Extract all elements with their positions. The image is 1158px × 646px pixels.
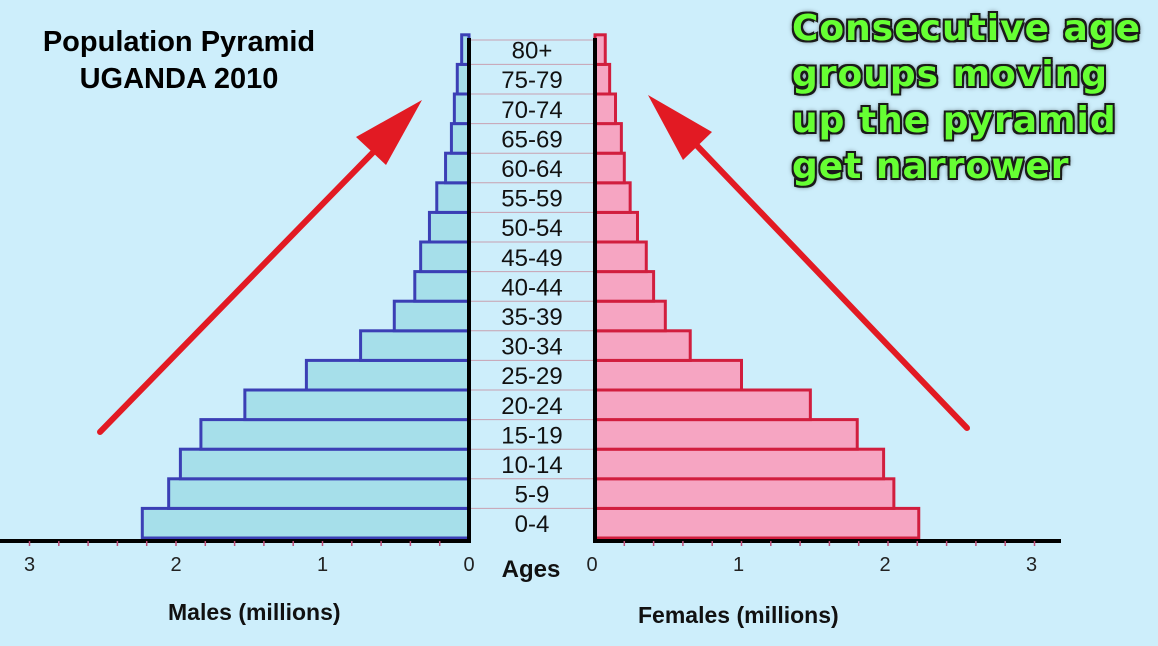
age-label-80+: 80+	[512, 38, 553, 65]
female-bar-15-19	[593, 418, 859, 451]
right-arrow-head	[648, 95, 712, 160]
age-label-0-4: 0-4	[515, 511, 550, 538]
age-label-30-34: 30-34	[501, 334, 562, 361]
age-label-55-59: 55-59	[501, 186, 562, 213]
age-label-15-19: 15-19	[501, 422, 562, 449]
chart-title: Population Pyramid UGANDA 2010	[20, 24, 338, 98]
female-tick-label-2: 2	[879, 554, 890, 576]
age-label-50-54: 50-54	[501, 215, 562, 242]
female-bar-20-24	[593, 388, 812, 422]
age-label-60-64: 60-64	[501, 156, 562, 183]
male-bar-20-24	[243, 388, 471, 422]
female-bar-5-9	[593, 477, 896, 510]
age-label-65-69: 65-69	[501, 126, 562, 153]
male-tick-label-1: 1	[317, 554, 328, 576]
female-bar-70-74	[593, 92, 618, 126]
male-bar-60-64	[444, 151, 471, 185]
age-label-10-14: 10-14	[501, 452, 562, 479]
age-label-25-29: 25-29	[501, 363, 562, 390]
male-bar-5-9	[167, 477, 471, 510]
male-bar-15-19	[199, 418, 471, 451]
female-bar-45-49	[593, 240, 648, 274]
left-arrow-head	[356, 100, 422, 165]
male-bar-55-59	[435, 181, 471, 214]
female-bar-25-29	[593, 358, 743, 392]
male-tick-label-2: 2	[170, 554, 181, 576]
female-tick-label-0: 0	[586, 554, 597, 576]
male-bar-0-4	[140, 506, 471, 540]
age-label-75-79: 75-79	[501, 67, 562, 94]
female-bar-30-34	[593, 329, 692, 362]
chart-title-line1: Population Pyramid	[42, 26, 316, 58]
left-arrow-shaft	[97, 134, 391, 435]
female-bar-0-4	[593, 506, 921, 540]
female-bar-55-59	[593, 181, 632, 214]
female-bar-10-14	[593, 447, 886, 481]
male-bar-70-74	[452, 92, 471, 126]
male-bar-35-39	[392, 299, 471, 333]
age-label-40-44: 40-44	[501, 274, 562, 301]
female-bar-50-54	[593, 210, 639, 244]
female-bar-60-64	[593, 151, 626, 185]
age-label-5-9: 5-9	[515, 482, 550, 509]
female-bar-35-39	[593, 299, 667, 333]
female-tick-label-1: 1	[733, 554, 744, 576]
male-bar-25-29	[304, 358, 471, 392]
age-label-70-74: 70-74	[501, 97, 562, 124]
females-axis-title: Females (millions)	[638, 602, 839, 628]
male-bar-50-54	[427, 210, 471, 244]
female-bar-65-69	[593, 122, 623, 155]
right-arrow-shaft	[679, 127, 970, 431]
male-bar-30-34	[359, 329, 471, 362]
male-bar-10-14	[178, 447, 471, 481]
male-tick-label-0: 0	[463, 554, 474, 576]
age-label-35-39: 35-39	[501, 304, 562, 331]
male-bar-65-69	[449, 122, 471, 155]
narrowing-annotation: Consecutive age groups moving up the pyr…	[792, 8, 1142, 187]
chart-title-line2: UGANDA 2010	[79, 63, 279, 95]
male-tick-label-3: 3	[24, 554, 35, 576]
male-bar-45-49	[419, 240, 471, 274]
male-bar-40-44	[413, 270, 471, 303]
age-label-20-24: 20-24	[501, 393, 562, 420]
age-label-45-49: 45-49	[501, 245, 562, 272]
female-bar-75-79	[593, 62, 612, 96]
ages-axis-label: Ages	[502, 556, 561, 583]
female-tick-label-3: 3	[1026, 554, 1037, 576]
males-axis-title: Males (millions)	[168, 599, 341, 625]
female-bar-40-44	[593, 270, 656, 303]
